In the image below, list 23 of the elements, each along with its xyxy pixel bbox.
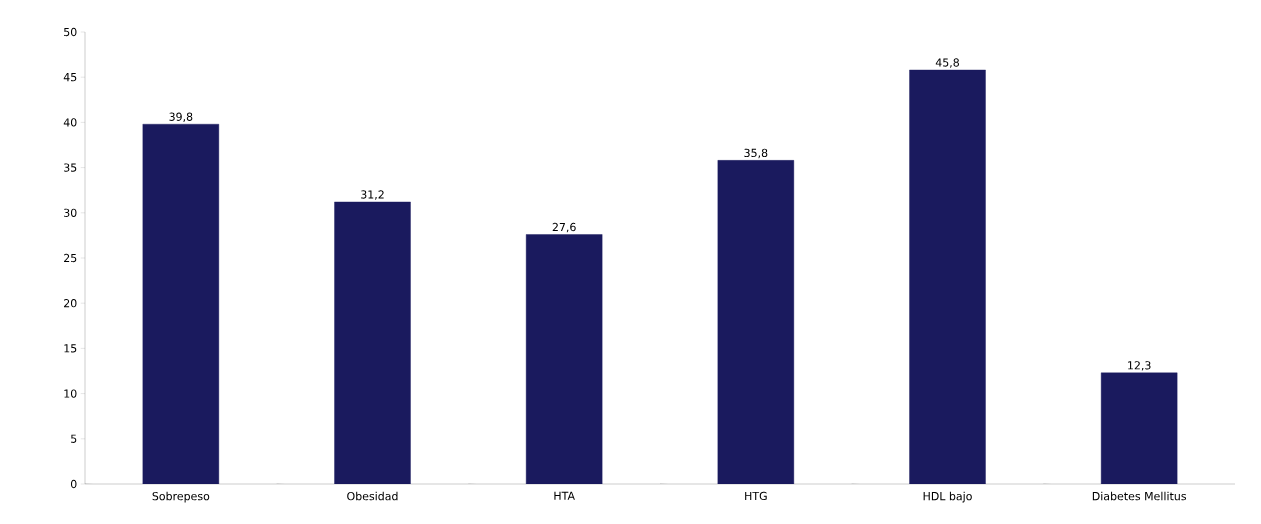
x-tick-label: Sobrepeso <box>152 491 210 503</box>
y-tick-label: 20 <box>64 299 77 308</box>
x-tick-label: HTG <box>745 491 767 501</box>
data-label: 31,2 <box>361 190 384 200</box>
y-tick-label: 15 <box>64 344 77 353</box>
y-tick-label: 45 <box>63 73 77 82</box>
x-tick-label: Obesidad <box>347 491 398 501</box>
data-label: 39,8 <box>169 112 193 123</box>
y-tick-label: 40 <box>63 118 77 127</box>
y-tick-label: 35 <box>64 163 77 172</box>
y-tick-label: 0 <box>70 479 77 489</box>
x-tick-label: Diabetes Mellitus <box>1092 491 1186 501</box>
y-tick-label: 50 <box>64 27 77 37</box>
y-tick-label: 30 <box>64 208 77 217</box>
data-label: 35,8 <box>744 148 768 159</box>
data-label: 12,3 <box>1128 361 1151 371</box>
x-tick-label: HTA <box>554 491 575 500</box>
data-label: 27,6 <box>552 222 576 233</box>
data-label: 45,8 <box>935 58 959 68</box>
y-tick-label: 10 <box>64 389 77 398</box>
x-tick-label: HDL bajo <box>923 491 972 503</box>
y-tick-label: 25 <box>64 253 77 263</box>
y-tick-label: 5 <box>71 434 77 443</box>
